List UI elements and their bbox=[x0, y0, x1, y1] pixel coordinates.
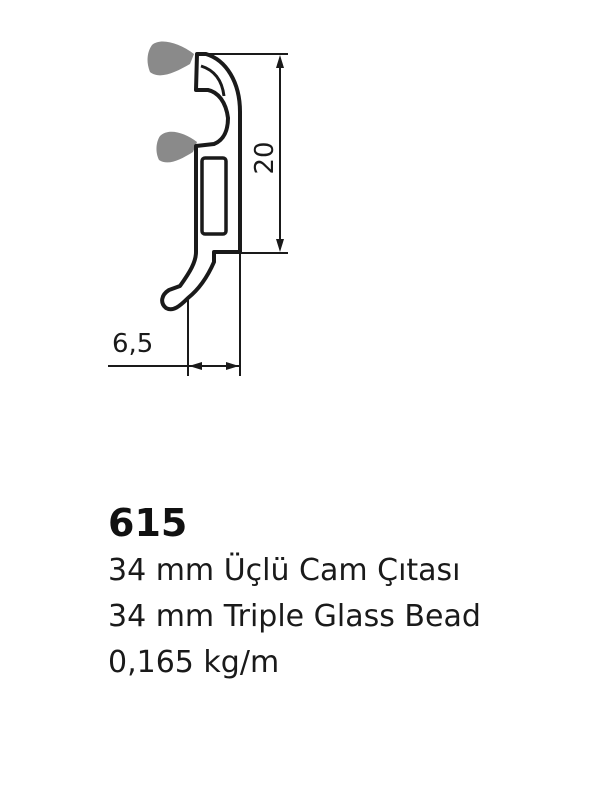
dim-arrow-top bbox=[276, 55, 284, 68]
product-name-tr: 34 mm Üçlü Cam Çıtası bbox=[108, 553, 461, 588]
dim-arrow-right bbox=[226, 362, 239, 370]
dim-width-label: 6,5 bbox=[112, 329, 153, 359]
product-name-en: 34 mm Triple Glass Bead bbox=[108, 599, 481, 634]
upper-hook-inner bbox=[200, 64, 226, 97]
dim-height-label: 20 bbox=[250, 141, 280, 174]
dim-arrow-bottom bbox=[276, 239, 284, 252]
dim-arrow-left bbox=[189, 362, 202, 370]
product-code: 615 bbox=[108, 501, 188, 545]
product-info: 615 34 mm Üçlü Cam Çıtası 34 mm Triple G… bbox=[108, 498, 588, 686]
upper-gasket-lip bbox=[147, 41, 194, 76]
lower-gasket-lip bbox=[156, 131, 197, 163]
profile-chamber bbox=[200, 156, 228, 236]
profile-drawing: 20 6,5 bbox=[108, 41, 288, 376]
product-weight: 0,165 kg/m bbox=[108, 645, 280, 680]
bead-profile-outline bbox=[160, 52, 242, 312]
